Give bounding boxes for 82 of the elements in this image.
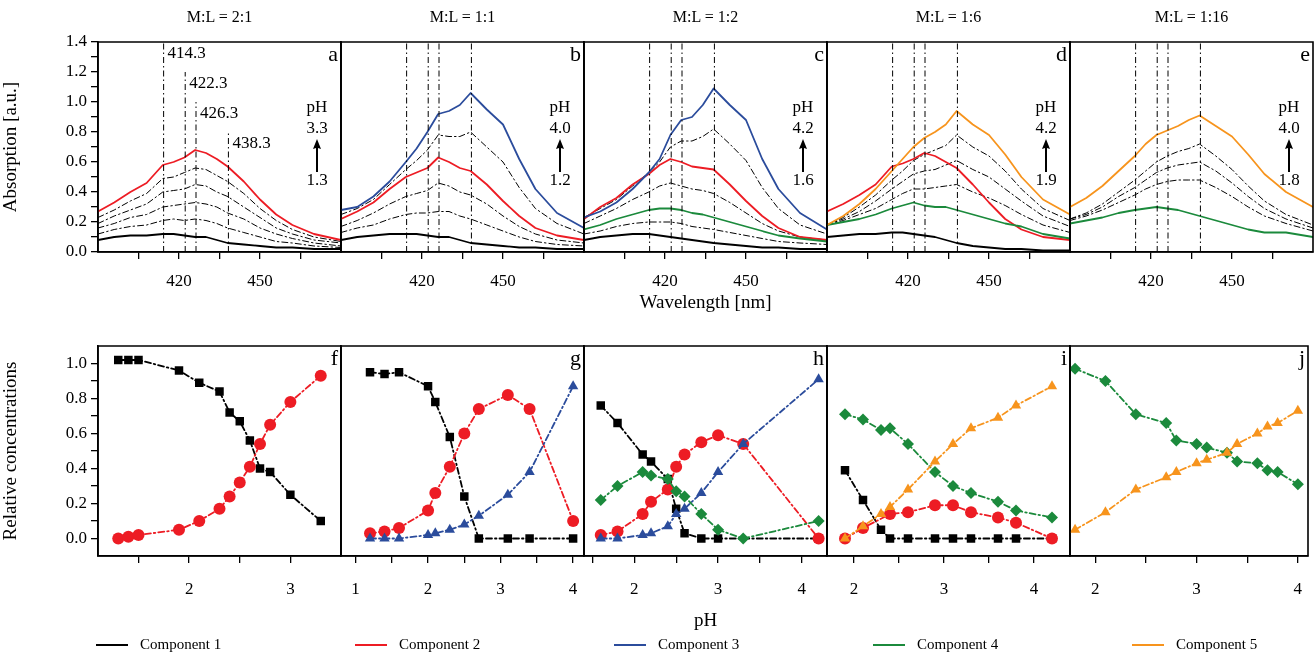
annotation: e <box>1300 40 1310 66</box>
annotation: pH <box>306 97 328 117</box>
y-tick-label: 0.2 <box>65 492 87 512</box>
x-axis-title: pH <box>693 608 718 630</box>
x-tick-label: 420 <box>895 270 921 290</box>
y-tick-label: 0.8 <box>65 387 87 407</box>
x-tick-label: 3 <box>496 578 505 598</box>
ref-line-label: 438.3 <box>232 132 271 152</box>
annotation: j <box>1297 344 1305 370</box>
annotation: h <box>813 344 824 370</box>
x-tick-label: 420 <box>409 270 435 290</box>
annotation: f <box>330 344 339 370</box>
legend-label: Component 3 <box>658 636 740 653</box>
annotation: pH <box>549 97 571 117</box>
x-tick-label: 2 <box>423 578 433 598</box>
x-tick-label: 450 <box>733 270 759 290</box>
x-tick-label: 450 <box>247 270 273 290</box>
x-tick-label: 4 <box>568 578 578 598</box>
x-tick-label: 2 <box>849 578 859 598</box>
annotation: 4.0 <box>1278 118 1300 138</box>
annotation: 4.2 <box>792 118 814 138</box>
y-tick-label: 0.6 <box>65 151 87 171</box>
ref-line-label: 414.3 <box>167 42 206 62</box>
annotation: pH <box>1278 97 1300 117</box>
y-tick-label: 0.0 <box>65 241 87 261</box>
x-tick-label: 3 <box>286 578 295 598</box>
x-tick-label: 1 <box>351 578 360 598</box>
annotation: d <box>1056 40 1067 66</box>
y-tick-label: 1.2 <box>65 61 87 81</box>
annotation: pH <box>792 97 814 117</box>
annotation: 4.0 <box>549 118 571 138</box>
x-tick-label: 4 <box>1029 578 1039 598</box>
x-tick-label: 2 <box>1091 578 1100 598</box>
y-tick-label: 0.4 <box>65 181 88 201</box>
x-tick-label: 4 <box>797 578 807 598</box>
y-tick-label: 0.6 <box>65 422 87 442</box>
x-tick-label: 2 <box>184 578 194 598</box>
chart-title: M:L = 1:2 <box>671 8 740 26</box>
x-tick-label: 3 <box>939 578 949 598</box>
y-tick-label: 1.0 <box>65 352 87 372</box>
x-tick-label: 450 <box>1219 270 1245 290</box>
chart-title: M:L = 1:6 <box>914 8 983 26</box>
x-tick-label: 4 <box>1293 578 1303 598</box>
x-tick-label: 420 <box>652 270 678 290</box>
legend-label: Component 5 <box>1176 636 1258 653</box>
annotation: 4.2 <box>1035 118 1057 138</box>
annotation: b <box>570 40 581 66</box>
x-tick-label: 420 <box>1138 270 1164 290</box>
annotation: 1.8 <box>1278 170 1300 190</box>
x-tick-label: 3 <box>713 578 723 598</box>
annotation: a <box>328 40 339 66</box>
ref-line-label: 422.3 <box>189 72 228 92</box>
annotation: 1.9 <box>1035 170 1057 190</box>
y-tick-label: 0.0 <box>65 527 87 547</box>
annotation: 1.2 <box>549 170 571 190</box>
annotation: c <box>814 40 825 66</box>
annotation: g <box>570 344 581 370</box>
x-tick-label: 450 <box>490 270 516 290</box>
legend-label: Component 1 <box>140 636 222 653</box>
annotation: pH <box>1035 97 1057 117</box>
x-tick-label: 3 <box>1192 578 1201 598</box>
legend-label: Component 2 <box>399 636 481 653</box>
x-tick-label: 420 <box>166 270 192 290</box>
x-tick-label: 2 <box>630 578 639 598</box>
annotation: 1.6 <box>792 170 814 190</box>
y-tick-label: 1.0 <box>65 91 87 111</box>
ref-line-label: 426.3 <box>200 102 239 122</box>
y-tick-label: 0.4 <box>65 457 88 477</box>
chart-title: M:L = 1:1 <box>428 8 497 26</box>
annotation: i <box>1060 344 1067 370</box>
legend-label: Component 4 <box>917 636 999 653</box>
y-axis-title: Relative concentrations <box>0 361 21 541</box>
x-axis-title: Wavelength [nm] <box>639 290 772 312</box>
y-tick-label: 0.2 <box>65 211 87 231</box>
y-tick-label: 1.4 <box>65 31 88 51</box>
chart-title: M:L = 2:1 <box>185 8 254 26</box>
annotation: 3.3 <box>306 118 328 138</box>
y-tick-label: 0.8 <box>65 121 87 141</box>
y-axis-title: Absorption [a.u.] <box>0 81 21 213</box>
annotation: 1.3 <box>306 170 328 190</box>
chart-title: M:L = 1:16 <box>1153 8 1230 26</box>
x-tick-label: 450 <box>976 270 1002 290</box>
